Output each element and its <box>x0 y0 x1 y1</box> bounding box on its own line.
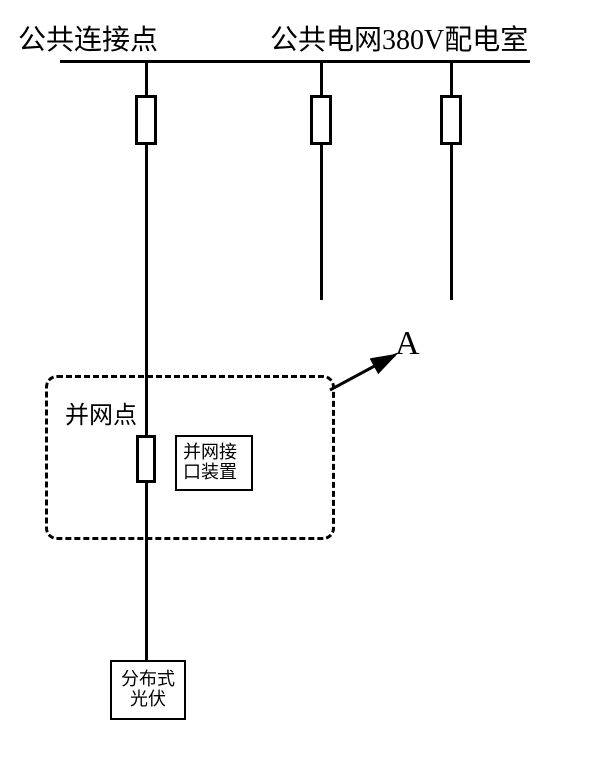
pv-text-2: 光伏 <box>130 689 166 709</box>
interface-device-text-2: 口装置 <box>183 462 237 482</box>
interface-device-text-1: 并网接 <box>183 442 237 462</box>
interface-device-box: 并网接 口装置 <box>175 435 253 491</box>
left-fuse <box>135 95 157 145</box>
diagram-canvas: 公共连接点 公共电网380V配电室 并网点 并网接 口装置 A 分布式 光伏 <box>0 0 606 761</box>
middle-line-down <box>320 145 323 300</box>
distributed-pv-box: 分布式 光伏 <box>110 660 186 720</box>
bus-line <box>60 60 530 63</box>
middle-fuse <box>310 95 332 145</box>
left-stub-top <box>145 63 148 95</box>
right-fuse <box>440 95 462 145</box>
pv-text-1: 分布式 <box>121 669 175 689</box>
right-line-down <box>450 145 453 300</box>
grid-point-fuse <box>136 435 156 483</box>
label-pcc: 公共连接点 <box>18 18 158 58</box>
right-stub-top <box>450 63 453 95</box>
label-grid-room: 公共电网380V配电室 <box>270 18 528 58</box>
callout-label-a: A <box>395 325 420 363</box>
middle-stub-top <box>320 63 323 95</box>
grid-point-label: 并网点 <box>65 395 137 430</box>
